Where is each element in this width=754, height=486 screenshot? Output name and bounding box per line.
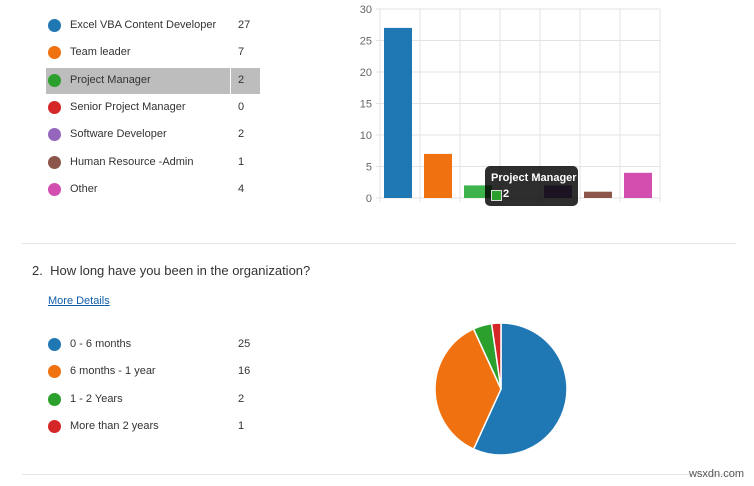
legend-dot-icon: [48, 46, 61, 60]
legend-dot-icon: [48, 365, 61, 379]
legend-dot-icon: [48, 73, 61, 87]
y-tick-label: 10: [360, 130, 372, 142]
option-count: 4: [238, 182, 245, 195]
bar[interactable]: [584, 191, 612, 198]
option-label: Software Developer: [70, 128, 167, 141]
option-count: 25: [238, 338, 251, 350]
y-tick-label: 0: [366, 193, 372, 205]
option-row[interactable]: Project Manager 2: [46, 67, 260, 94]
option-row[interactable]: 6 months - 1 year 16: [46, 359, 260, 385]
legend-dot-icon: [48, 100, 61, 114]
option-label: Project Manager: [70, 73, 151, 86]
option-count: 1: [238, 419, 245, 432]
option-count: 16: [238, 365, 251, 378]
option-row[interactable]: Software Developer 2: [46, 122, 260, 148]
watermark: wsxdn.com: [688, 468, 744, 480]
option-row[interactable]: 1 - 2 Years 2: [46, 387, 260, 413]
option-row[interactable]: Team leader 7: [46, 40, 260, 66]
row-separator: [230, 67, 231, 94]
y-tick-label: 5: [366, 162, 372, 174]
option-count: 1: [238, 155, 245, 168]
option-count: 2: [238, 128, 245, 141]
option-count: 2: [238, 392, 245, 405]
y-tick-label: 30: [360, 4, 372, 16]
bar[interactable]: [424, 153, 452, 198]
option-label: Senior Project Manager: [70, 100, 186, 113]
option-label: Excel VBA Content Developer: [70, 19, 217, 31]
option-row[interactable]: Excel VBA Content Developer 27: [46, 13, 260, 39]
tooltip-value: 2: [503, 188, 510, 200]
tooltip-swatch: [491, 190, 502, 201]
legend-dot-icon: [48, 338, 61, 351]
option-label: 1 - 2 Years: [70, 392, 123, 405]
y-tick-label: 25: [360, 36, 372, 48]
legend-dot-icon: [48, 128, 61, 142]
legend-dot-icon: [48, 182, 61, 196]
question-2-title: 2. How long have you been in the organiz…: [32, 263, 310, 278]
option-row[interactable]: Senior Project Manager 0: [46, 95, 260, 121]
option-count: 2: [238, 73, 245, 86]
option-label: Team leader: [70, 46, 131, 59]
divider: [22, 474, 736, 475]
option-row[interactable]: Human Resource -Admin 1: [46, 150, 260, 176]
chart-tooltip: Project Manager 2: [485, 166, 578, 206]
legend-dot-icon: [48, 19, 61, 32]
option-count: 0: [238, 100, 245, 113]
option-count: 7: [238, 46, 245, 59]
option-label: Other: [70, 182, 98, 195]
legend-dot-icon: [48, 419, 61, 433]
y-tick-label: 15: [360, 99, 372, 111]
q1-bar-chart: 0 5 10 15 20 25 30: [360, 4, 661, 205]
pie-slice[interactable]: [490, 322, 502, 390]
option-row[interactable]: More than 2 years 1: [46, 414, 260, 440]
y-tick-label: 20: [360, 67, 372, 79]
tooltip-title: Project Manager: [491, 172, 577, 184]
q2-pie-chart: [434, 322, 568, 456]
pie-slice[interactable]: [472, 322, 568, 456]
legend-dot-icon: [48, 155, 61, 169]
option-label: Human Resource -Admin: [70, 155, 194, 168]
legend-dot-icon: [48, 392, 61, 406]
bar[interactable]: [384, 27, 412, 199]
option-row[interactable]: 0 - 6 months 25: [46, 332, 260, 358]
option-count: 27: [238, 19, 251, 31]
option-label: 6 months - 1 year: [70, 365, 156, 378]
more-details-link[interactable]: More Details: [48, 295, 110, 307]
question-number: 2.: [32, 263, 43, 278]
option-label: More than 2 years: [70, 419, 159, 432]
bar[interactable]: [624, 172, 652, 198]
divider: [22, 243, 736, 244]
option-label: 0 - 6 months: [70, 338, 132, 350]
pie-slice[interactable]: [434, 327, 502, 451]
question-text: How long have you been in the organizati…: [50, 263, 311, 278]
option-row[interactable]: Other 4: [46, 177, 260, 203]
